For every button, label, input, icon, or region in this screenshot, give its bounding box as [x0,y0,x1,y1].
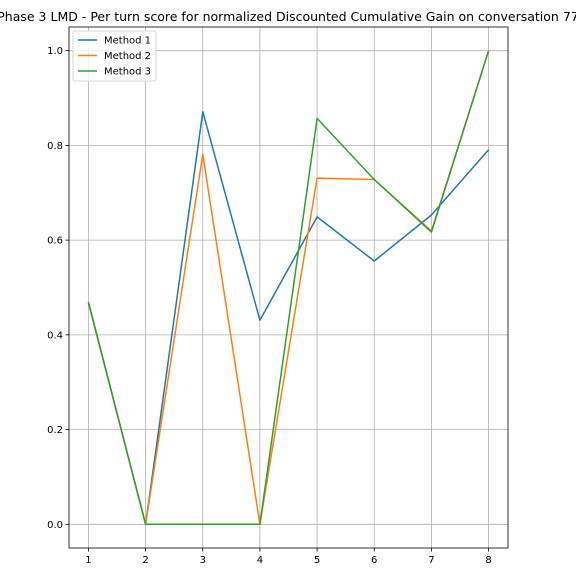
x-axis-ticks: 1 2 3 4 5 6 7 8 [85,548,492,566]
y-tick-label: 1.0 [47,46,63,57]
series-line-method-2 [87,50,490,526]
chart-title: Phase 3 LMD - Per turn score for normali… [0,9,576,24]
y-tick-label: 0.8 [47,141,63,152]
x-tick-label: 3 [200,555,206,566]
x-tick-label: 4 [257,555,263,566]
y-axis-ticks: 0.0 0.2 0.4 0.6 0.8 1.0 [47,46,69,531]
y-tick-label: 0.4 [47,330,63,341]
x-tick-label: 5 [314,555,320,566]
y-tick-label: 0.6 [47,236,63,247]
y-tick-label: 0.2 [47,425,63,436]
legend-box [72,30,157,82]
x-tick-label: 2 [142,555,148,566]
grid [69,27,508,548]
x-tick-label: 7 [428,555,434,566]
plot-frame [68,26,509,549]
legend-label: Method 2 [104,51,151,62]
x-tick-label: 8 [485,555,491,566]
legend-label: Method 1 [104,36,151,47]
x-tick-label: 1 [85,555,91,566]
series-line-method-3 [87,50,490,526]
y-tick-label: 0.0 [47,520,63,531]
series-group [87,50,490,526]
legend: Method 1 Method 2 Method 3 [72,30,157,82]
x-tick-label: 6 [371,555,377,566]
axes [68,26,509,549]
legend-label: Method 3 [104,67,151,78]
